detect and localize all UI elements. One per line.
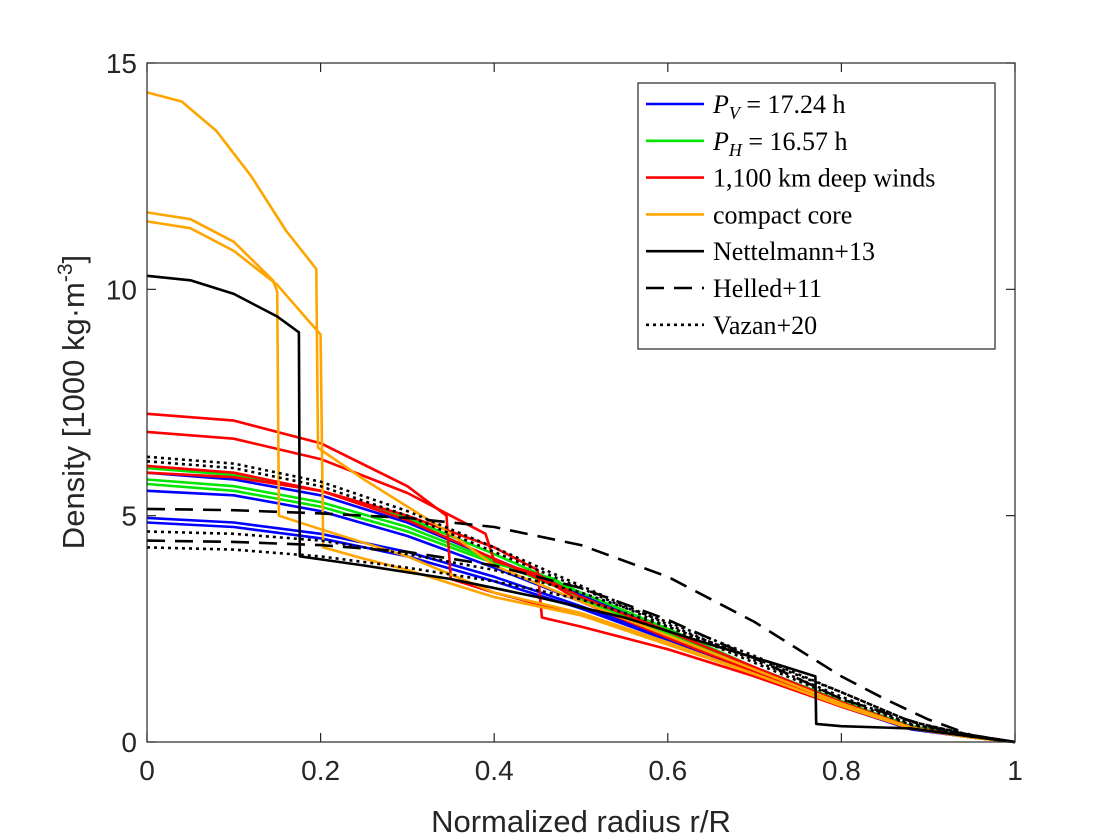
legend-value: = 17.24 h [740,90,846,119]
legend-subscript: H [728,140,743,160]
x-tick-label: 0 [139,755,155,786]
y-tick-label: 15 [106,48,137,79]
legend-entry-label: compact core [713,200,852,229]
x-tick-label: 0.6 [648,755,687,786]
x-tick-label: 0.8 [822,755,861,786]
y-axis-title-superscript: -3 [54,263,77,282]
y-axis-title: Density [1000 kg·m-3] [54,255,91,549]
x-tick-label: 0.4 [475,755,514,786]
legend: PV = 17.24 hPH = 16.57 h1,100 km deep wi… [637,82,996,350]
y-axis-title-main: Density [1000 kg·m [56,282,91,549]
x-axis-title: Normalized radius r/R [431,804,731,839]
legend-entry-label: Nettelmann+13 [713,237,875,266]
legend-entry-label: PH = 16.57 h [712,127,848,160]
legend-subscript: V [729,103,742,123]
x-tick-label: 0.2 [301,755,340,786]
y-tick-label: 10 [106,274,137,305]
legend-value: = 16.57 h [742,127,848,156]
series-line-16 [146,507,1016,744]
axes-box [146,62,1016,743]
y-axis-title-bracket: ] [56,255,91,264]
axis-ticks [146,62,1016,743]
plot-lines [146,91,1016,744]
legend-box [637,82,996,350]
series-line-15 [146,274,1016,744]
legend-entry-label: 1,100 km deep winds [713,164,935,193]
legend-entry-label: PV = 17.24 h [712,90,846,123]
x-tick-label: 1 [1007,755,1023,786]
legend-symbol: P [712,90,729,119]
legend-entry-label: Vazan+20 [713,311,817,340]
legend-symbol: P [712,127,729,156]
y-tick-label: 0 [121,727,137,758]
legend-entry-label: Helled+11 [713,274,822,303]
series-line-14 [146,220,1016,744]
y-tick-label: 5 [121,501,137,532]
series-line-21 [146,546,1016,744]
series-line-20 [146,530,1016,744]
